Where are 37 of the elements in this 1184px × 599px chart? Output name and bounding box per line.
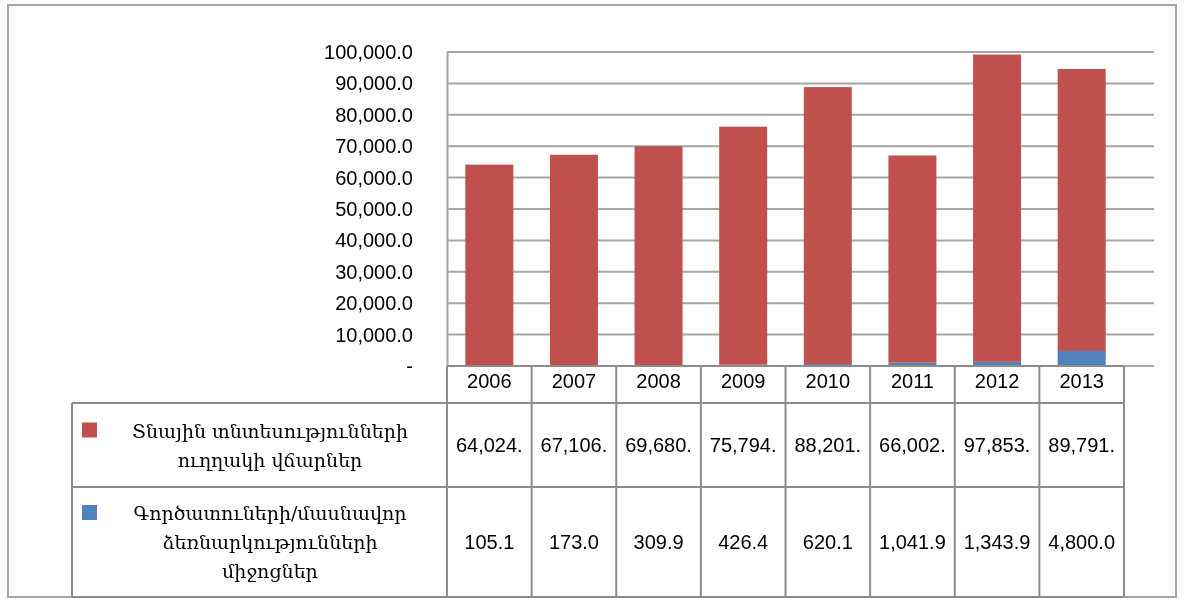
legend-label: Գործատուների/մասնավոր ձեռնարկությունների միջոցներ (133, 502, 407, 582)
data-label: 1,041.9 (879, 531, 946, 553)
x-tick-label: 2010 (805, 370, 851, 393)
x-tick-label: 2011 (890, 370, 934, 393)
legend-label: Տնային տնտեսությունների ուղղակի վճարներ (132, 419, 408, 471)
y-tick-label: 100,000.0 (324, 40, 413, 63)
x-tick-label: 2009 (720, 370, 766, 393)
y-tick-label: 10,000.0 (335, 323, 413, 346)
data-label: 309.9 (633, 531, 684, 553)
data-label: 88,201. (794, 434, 862, 456)
y-tick-label: 60,000.0 (335, 166, 413, 189)
data-label: 66,002. (879, 434, 946, 456)
y-tick-label: 20,000.0 (335, 292, 413, 315)
x-tick-label: 2013 (1059, 370, 1104, 393)
data-label: 89,791. (1048, 434, 1116, 456)
y-tick-label: 80,000.0 (335, 103, 413, 126)
x-tick-label: 2012 (974, 370, 1020, 393)
y-tick-label: 50,000.0 (335, 197, 413, 220)
y-tick-label: 40,000.0 (335, 229, 413, 252)
y-tick-label: - (406, 354, 413, 377)
data-label: 75,794. (709, 434, 777, 456)
data-label: 173.0 (548, 531, 599, 553)
data-label: 1,343.9 (963, 531, 1031, 553)
data-label: 67,106. (540, 434, 608, 456)
y-tick-label: 90,000.0 (335, 72, 413, 95)
y-tick-label: 70,000.0 (335, 135, 413, 158)
x-tick-label: 2008 (636, 370, 681, 393)
data-label: 426.4 (718, 531, 769, 553)
data-label: 64,024. (455, 434, 523, 456)
data-label: 69,680. (625, 434, 692, 456)
x-tick-label: 2007 (551, 370, 597, 393)
y-tick-label: 30,000.0 (335, 260, 413, 283)
x-tick-label: 2006 (467, 370, 512, 393)
data-label: 620.1 (802, 531, 853, 553)
data-label: 97,853. (963, 434, 1031, 456)
data-label: 105.1 (464, 531, 515, 553)
data-label: 4,800.0 (1048, 531, 1116, 553)
